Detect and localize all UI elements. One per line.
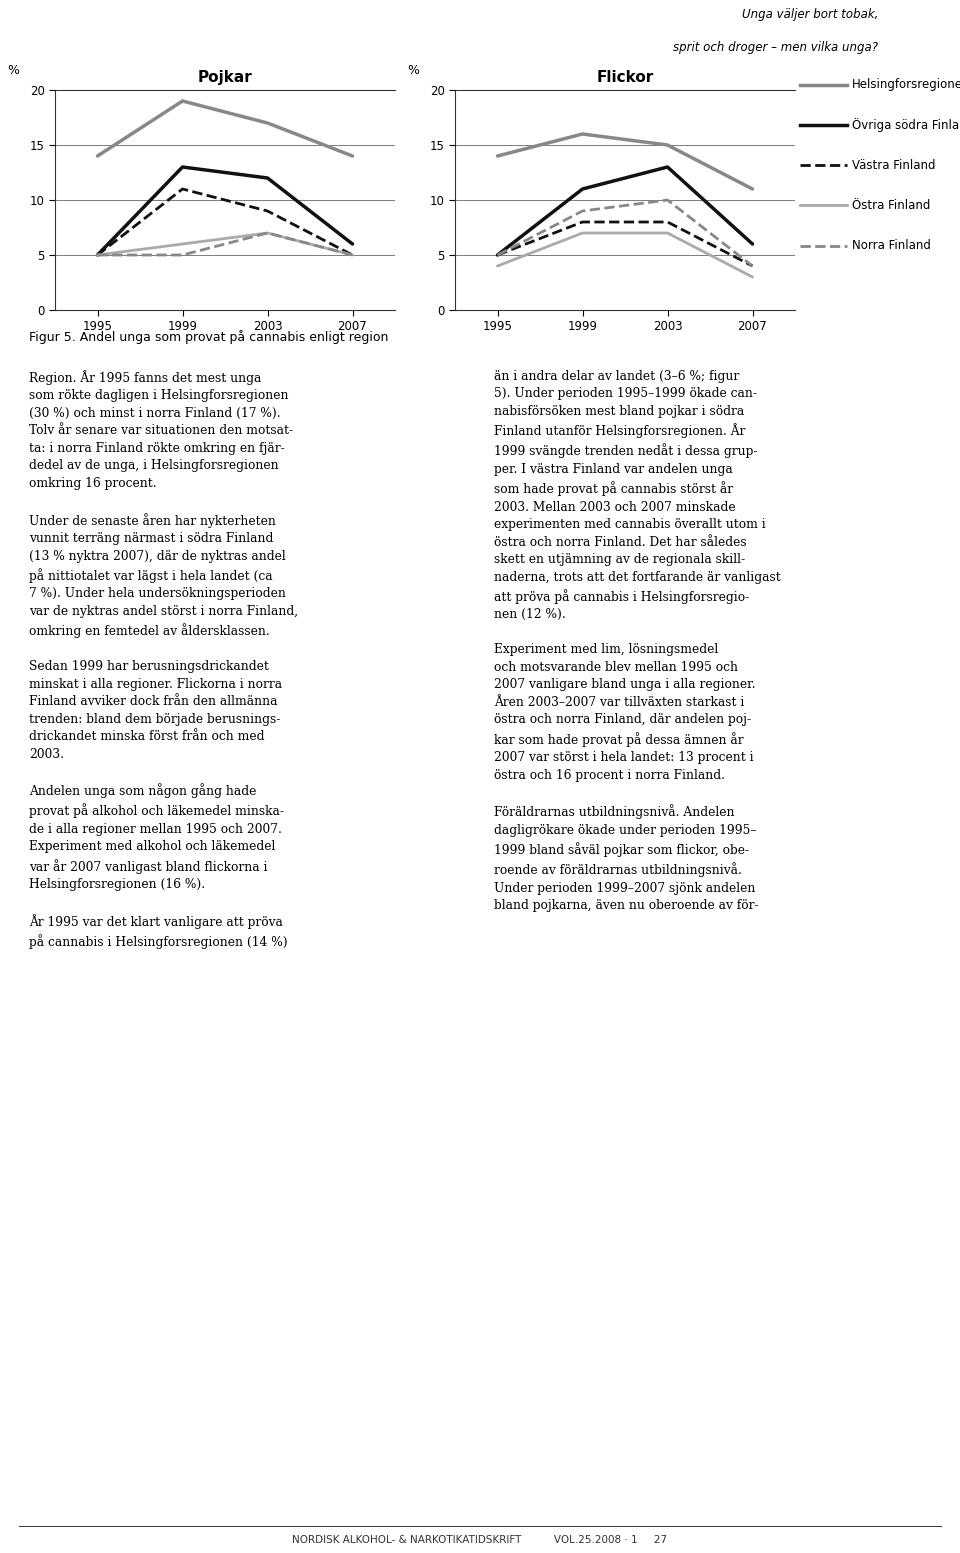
Text: Helsingforsregionen: Helsingforsregionen: [852, 78, 960, 92]
Text: NORDISK ALKOHOL- & NARKOTIKATIDSKRIFT          VOL.25.2008 · 1     27: NORDISK ALKOHOL- & NARKOTIKATIDSKRIFT VO…: [293, 1534, 667, 1545]
Text: Region. År 1995 fanns det mest unga
som rökte dagligen i Helsingforsregionen
(30: Region. År 1995 fanns det mest unga som …: [29, 370, 298, 949]
Text: Övriga södra Finland: Övriga södra Finland: [852, 118, 960, 132]
Text: än i andra delar av landet (3–6 %; figur
5). Under perioden 1995–1999 ökade can-: än i andra delar av landet (3–6 %; figur…: [494, 370, 781, 912]
Title: Pojkar: Pojkar: [198, 70, 252, 85]
Text: Norra Finland: Norra Finland: [852, 239, 931, 252]
Text: Figur 5. Andel unga som provat på cannabis enligt region: Figur 5. Andel unga som provat på cannab…: [29, 331, 388, 343]
Text: %: %: [8, 64, 19, 76]
Title: Flickor: Flickor: [596, 70, 654, 85]
Text: Unga väljer bort tobak,: Unga väljer bort tobak,: [742, 8, 878, 22]
Text: %: %: [407, 64, 420, 76]
Text: sprit och droger – men vilka unga?: sprit och droger – men vilka unga?: [673, 42, 878, 54]
Text: Östra Finland: Östra Finland: [852, 199, 930, 211]
Text: Västra Finland: Västra Finland: [852, 158, 936, 171]
